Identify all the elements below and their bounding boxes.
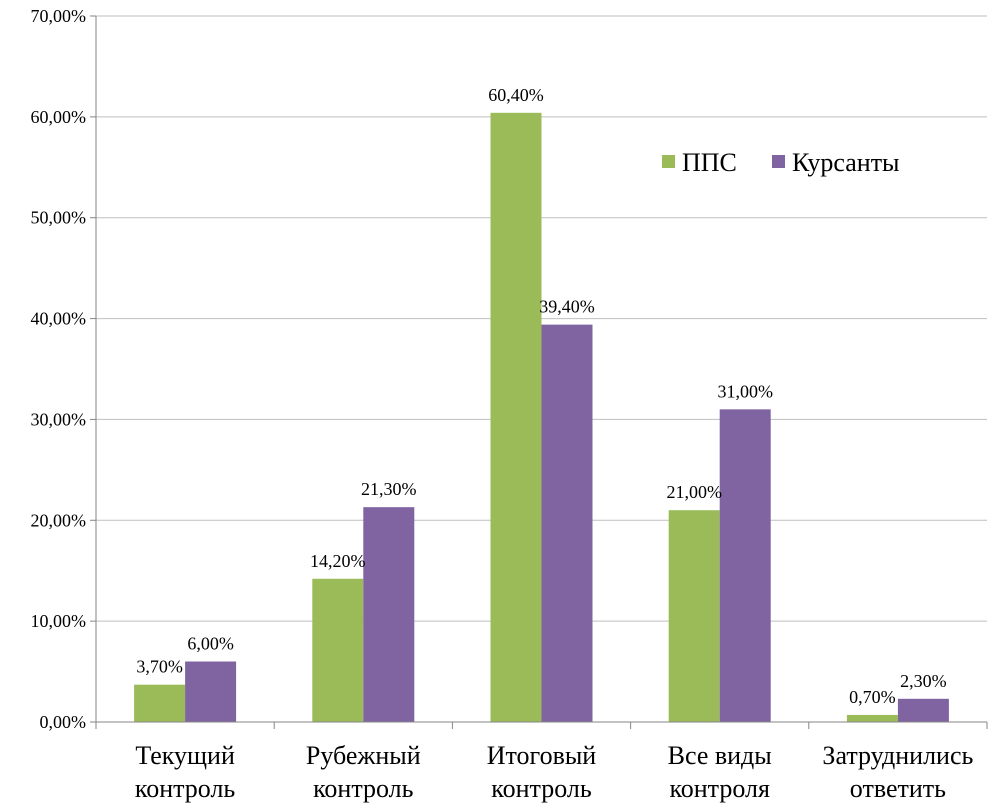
legend-label: ППС xyxy=(682,148,737,177)
bar-pps xyxy=(846,714,898,722)
bar-pps xyxy=(668,510,720,722)
y-tick-label: 60,00% xyxy=(31,107,87,127)
data-label: 39,40% xyxy=(539,297,595,317)
legend-swatch xyxy=(772,155,785,168)
bar-pps xyxy=(490,112,542,722)
x-category-label: Итоговый xyxy=(487,741,597,770)
data-label: 60,40% xyxy=(488,85,544,105)
x-category-label: контроль xyxy=(135,774,236,803)
x-category-label: Текущий xyxy=(135,741,235,770)
legend-swatch xyxy=(662,155,675,168)
x-category-label: Затруднились xyxy=(822,741,973,770)
y-tick-label: 50,00% xyxy=(31,208,87,228)
data-label: 21,30% xyxy=(361,479,417,499)
data-label: 31,00% xyxy=(717,381,773,401)
x-category-label: Рубежный xyxy=(306,741,421,770)
y-tick-label: 0,00% xyxy=(40,712,87,732)
bars xyxy=(134,112,949,722)
x-category-label: контроля xyxy=(669,774,770,803)
legend-label: Курсанты xyxy=(792,148,900,177)
bar-kursanty xyxy=(541,324,593,722)
bar-kursanty xyxy=(719,409,771,722)
data-label: 3,70% xyxy=(136,657,183,677)
y-tick-label: 30,00% xyxy=(31,409,87,429)
bar-pps xyxy=(134,684,186,722)
x-category-label: контроль xyxy=(313,774,414,803)
data-label: 21,00% xyxy=(666,482,722,502)
data-label: 6,00% xyxy=(187,633,234,653)
y-tick-label: 40,00% xyxy=(31,309,87,329)
x-category-label: контроль xyxy=(491,774,592,803)
y-tick-label: 70,00% xyxy=(31,6,87,26)
data-label: 2,30% xyxy=(900,671,947,691)
x-category-label: Все виды xyxy=(668,741,772,770)
data-label: 0,70% xyxy=(849,687,896,707)
legend: ППС Курсанты xyxy=(662,148,900,177)
y-tick-label: 20,00% xyxy=(31,510,87,530)
x-axis-category-labels: Текущий контроль Рубежный контроль Итоговый к… xyxy=(135,741,974,803)
axes xyxy=(90,15,988,729)
bar-pps xyxy=(312,578,364,722)
y-axis-tick-labels: 0,00% 10,00% 20,00% 30,00% 40,00% 50,00% 60,00… xyxy=(31,6,87,732)
x-category-label: ответить xyxy=(850,774,946,803)
y-tick-label: 10,00% xyxy=(31,611,87,631)
bar-kursanty xyxy=(185,661,237,722)
data-label: 14,20% xyxy=(310,551,366,571)
bar-kursanty xyxy=(897,698,949,722)
bar-kursanty xyxy=(363,507,415,722)
data-labels: 3,70%6,00% 14,20% 21,30% 60,40% 39,40% 21,00%… xyxy=(136,85,946,707)
